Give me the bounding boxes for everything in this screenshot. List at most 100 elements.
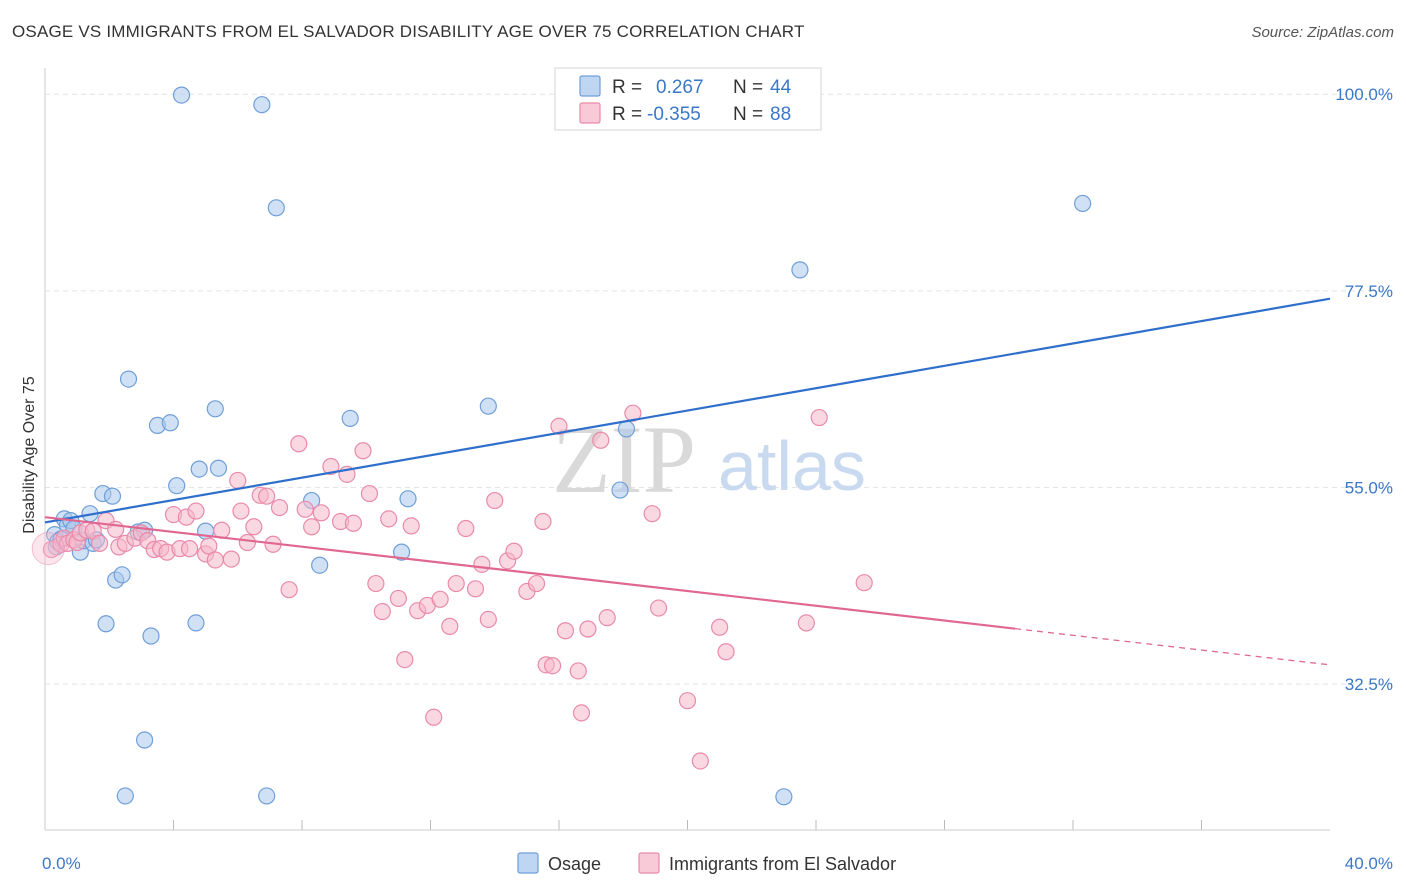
point-salvador (534, 512, 552, 531)
point-salvador (180, 540, 199, 558)
point-osage (119, 370, 138, 388)
point-osage (267, 199, 285, 217)
point-salvador (258, 487, 276, 505)
point-osage (190, 460, 208, 478)
point-salvador (232, 502, 250, 520)
stats-n-label-osage: N = (733, 77, 763, 98)
legend-swatch-osage (517, 852, 539, 874)
y-tick-label: 32.5% (1345, 675, 1393, 694)
point-salvador (569, 662, 587, 680)
x-tick-label: 40.0% (1345, 854, 1393, 873)
series-legend: Osage Immigrants from El Salvador (517, 852, 896, 874)
point-salvador (598, 609, 616, 627)
trend-line-extension-salvador (1015, 628, 1331, 666)
stats-legend: R = 0.267 N = 44 R = -0.355 N = 88 (554, 67, 822, 131)
point-osage (617, 420, 636, 438)
trend-line-osage (44, 297, 1331, 524)
point-salvador (296, 500, 314, 518)
point-salvador (245, 518, 263, 536)
stats-swatch-osage (579, 75, 601, 97)
point-osage (341, 409, 359, 428)
point-salvador (447, 574, 465, 593)
point-salvador (797, 614, 815, 632)
legend-label-salvador: Immigrants from El Salvador (669, 854, 896, 874)
point-salvador (303, 518, 321, 536)
point-salvador (643, 505, 661, 523)
point-salvador (691, 752, 709, 770)
point-salvador (543, 657, 562, 675)
point-osage (311, 556, 329, 574)
stats-n-label-salvador: N = (733, 104, 763, 125)
point-salvador (505, 542, 523, 560)
y-axis-title: Disability Age Over 75 (21, 376, 38, 534)
point-osage (392, 543, 411, 561)
chart-source: Source: ZipAtlas.com (1251, 24, 1394, 41)
point-salvador (360, 484, 379, 503)
point-salvador (486, 491, 504, 510)
point-salvador (187, 502, 205, 520)
point-salvador (441, 617, 459, 635)
legend-label-osage: Osage (548, 854, 601, 874)
point-salvador (91, 534, 109, 552)
point-osage (791, 261, 809, 279)
point-salvador (579, 620, 597, 638)
point-osage (399, 490, 417, 508)
point-salvador (354, 442, 372, 460)
point-osage (97, 615, 115, 633)
point-salvador (344, 514, 362, 532)
point-salvador (466, 580, 485, 598)
point-salvador (473, 555, 491, 573)
point-salvador (206, 551, 224, 569)
chart-title: OSAGE VS IMMIGRANTS FROM EL SALVADOR DIS… (12, 22, 805, 41)
point-salvador (457, 519, 475, 538)
point-salvador (431, 590, 449, 608)
y-tick-label: 77.5% (1345, 282, 1393, 301)
point-salvador (380, 510, 398, 528)
trend-lines (44, 297, 1331, 666)
point-osage (1074, 194, 1092, 213)
point-salvador (711, 618, 729, 636)
point-osage (142, 627, 160, 645)
point-salvador (717, 643, 735, 661)
point-salvador (592, 431, 610, 449)
point-salvador (572, 704, 591, 722)
point-osage (206, 400, 224, 418)
point-osage (161, 414, 179, 432)
point-salvador (649, 599, 668, 617)
grid-lines (45, 93, 1393, 830)
point-salvador (550, 417, 568, 435)
point-salvador (312, 504, 330, 522)
point-salvador (425, 708, 443, 726)
trend-line-salvador (44, 516, 1016, 630)
point-salvador (290, 435, 308, 453)
point-osage (258, 787, 276, 805)
point-osage (611, 481, 629, 499)
y-tick-label: 55.0% (1345, 478, 1393, 497)
x-tick-label: 0.0% (42, 854, 81, 873)
point-osage (116, 787, 134, 805)
point-osage (209, 459, 228, 477)
point-salvador (367, 574, 385, 593)
point-salvador (373, 602, 391, 621)
point-osage (775, 788, 793, 806)
point-salvador (389, 589, 407, 608)
point-salvador (402, 517, 420, 535)
point-salvador (855, 574, 873, 592)
point-salvador (396, 650, 414, 669)
tick-labels: 100.0% 77.5% 55.0% 32.5% 0.0% 40.0% (42, 85, 1393, 873)
point-cluster-salvador (31, 532, 65, 566)
point-osage (168, 477, 186, 495)
point-salvador (222, 550, 240, 568)
point-osage (172, 86, 191, 104)
data-points (31, 86, 1092, 806)
stats-r-label-salvador: R = (612, 104, 642, 125)
point-salvador (527, 574, 546, 593)
point-osage (479, 397, 497, 415)
stats-swatch-salvador (579, 102, 601, 124)
point-salvador (479, 610, 497, 629)
point-osage (253, 96, 271, 114)
point-salvador (280, 581, 298, 599)
stats-r-label-osage: R = (612, 77, 642, 98)
point-salvador (238, 533, 256, 552)
